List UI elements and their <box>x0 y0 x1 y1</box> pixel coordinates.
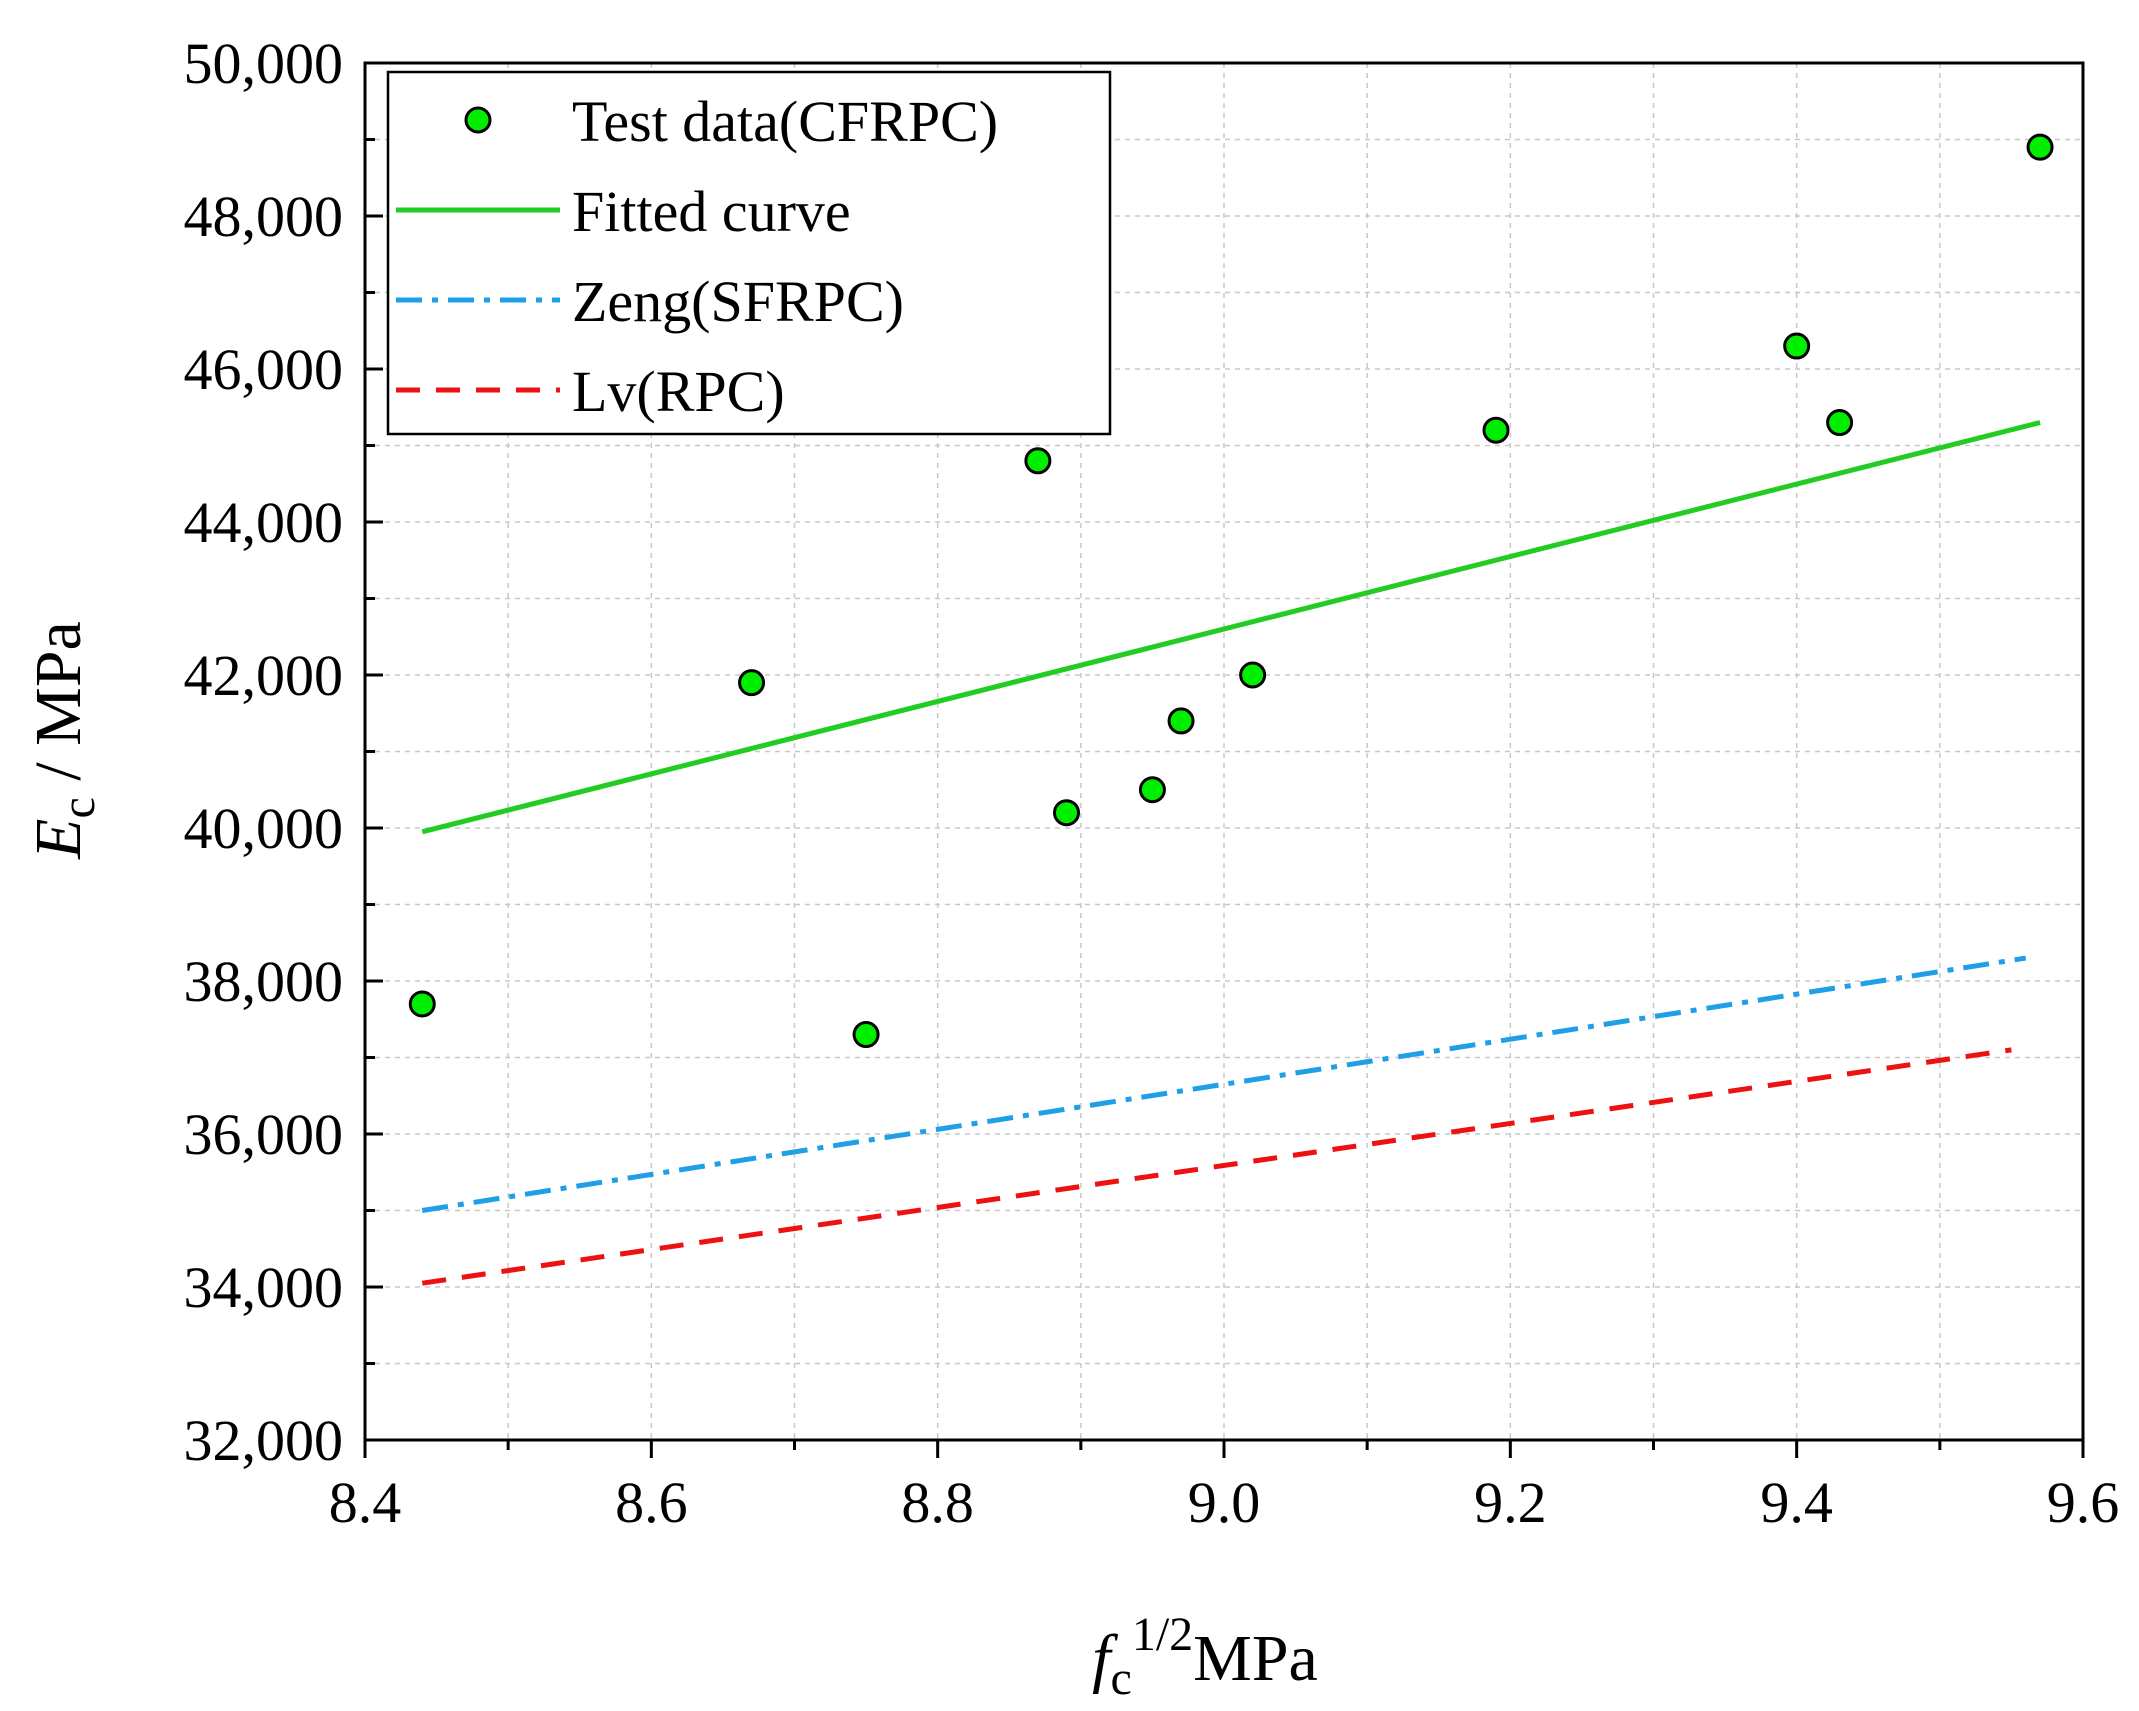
x-tick-label: 8.4 <box>329 1470 402 1535</box>
x-tick-label: 9.6 <box>2047 1470 2120 1535</box>
data-point <box>1239 661 1267 689</box>
y-tick-label: 42,000 <box>184 643 344 708</box>
y-tick-label: 34,000 <box>184 1255 344 1320</box>
y-tick-label: 50,000 <box>184 31 344 96</box>
data-point <box>1167 707 1195 735</box>
y-tick-label: 36,000 <box>184 1102 344 1167</box>
legend-label-lv: Lv(RPC) <box>572 359 785 424</box>
legend-box <box>386 70 1112 436</box>
data-point <box>2026 133 2054 161</box>
series-line-2 <box>421 955 2027 1213</box>
x-tick-label: 9.0 <box>1188 1470 1261 1535</box>
data-point <box>852 1021 880 1049</box>
y-tick-label: 48,000 <box>184 184 344 249</box>
data-point <box>1482 416 1510 444</box>
y-axis-title-main: E <box>22 819 95 860</box>
legend-label-test-data: Test data(CFRPC) <box>572 89 998 154</box>
data-point <box>1783 332 1811 360</box>
x-tick-label: 9.2 <box>1474 1470 1547 1535</box>
x-tick-labels: 8.4 8.6 8.8 9.0 9.2 9.4 9.6 <box>329 1470 2120 1535</box>
data-point <box>1053 799 1081 827</box>
y-tick-label: 38,000 <box>184 949 344 1014</box>
x-tick-label: 8.6 <box>615 1470 688 1535</box>
series-line-1 <box>421 420 2041 835</box>
axis-ticks <box>363 61 2085 1458</box>
legend-label-zeng: Zeng(SFRPC) <box>572 269 904 334</box>
y-tick-label: 40,000 <box>184 796 344 861</box>
series-lines <box>421 420 2041 1286</box>
x-axis-title: fc1/2MPa <box>1092 1608 1318 1705</box>
y-axis-title: Ec / MPa <box>22 621 105 860</box>
y-axis-title-sub: c <box>52 797 105 818</box>
data-point <box>1138 776 1166 804</box>
y-tick-labels: 32,000 34,000 36,000 38,000 40,000 42,000 44,0… <box>184 31 344 1473</box>
x-axis-title-sup: 1/2 <box>1132 1608 1193 1661</box>
y-tick-label: 44,000 <box>184 490 344 555</box>
scatter-points <box>408 133 2054 1049</box>
legend: Test data(CFRPC) Fitted curve Zeng(SFRPC… <box>386 70 1112 436</box>
x-axis-title-sub: c <box>1111 1652 1132 1705</box>
legend-marker-test-data <box>464 106 492 134</box>
series-line-3 <box>421 1047 2012 1286</box>
y-tick-label: 32,000 <box>184 1408 344 1473</box>
data-point <box>408 990 436 1018</box>
x-axis-title-unit: MPa <box>1193 1622 1318 1695</box>
y-axis-title-unit: / MPa <box>22 621 95 797</box>
data-point <box>738 669 766 697</box>
data-point <box>1826 409 1854 437</box>
data-point <box>1024 447 1052 475</box>
x-tick-label: 9.4 <box>1760 1470 1833 1535</box>
x-tick-label: 8.8 <box>901 1470 974 1535</box>
grid-lines <box>365 63 2083 1440</box>
legend-label-fitted-curve: Fitted curve <box>572 179 851 244</box>
y-tick-label: 46,000 <box>184 337 344 402</box>
